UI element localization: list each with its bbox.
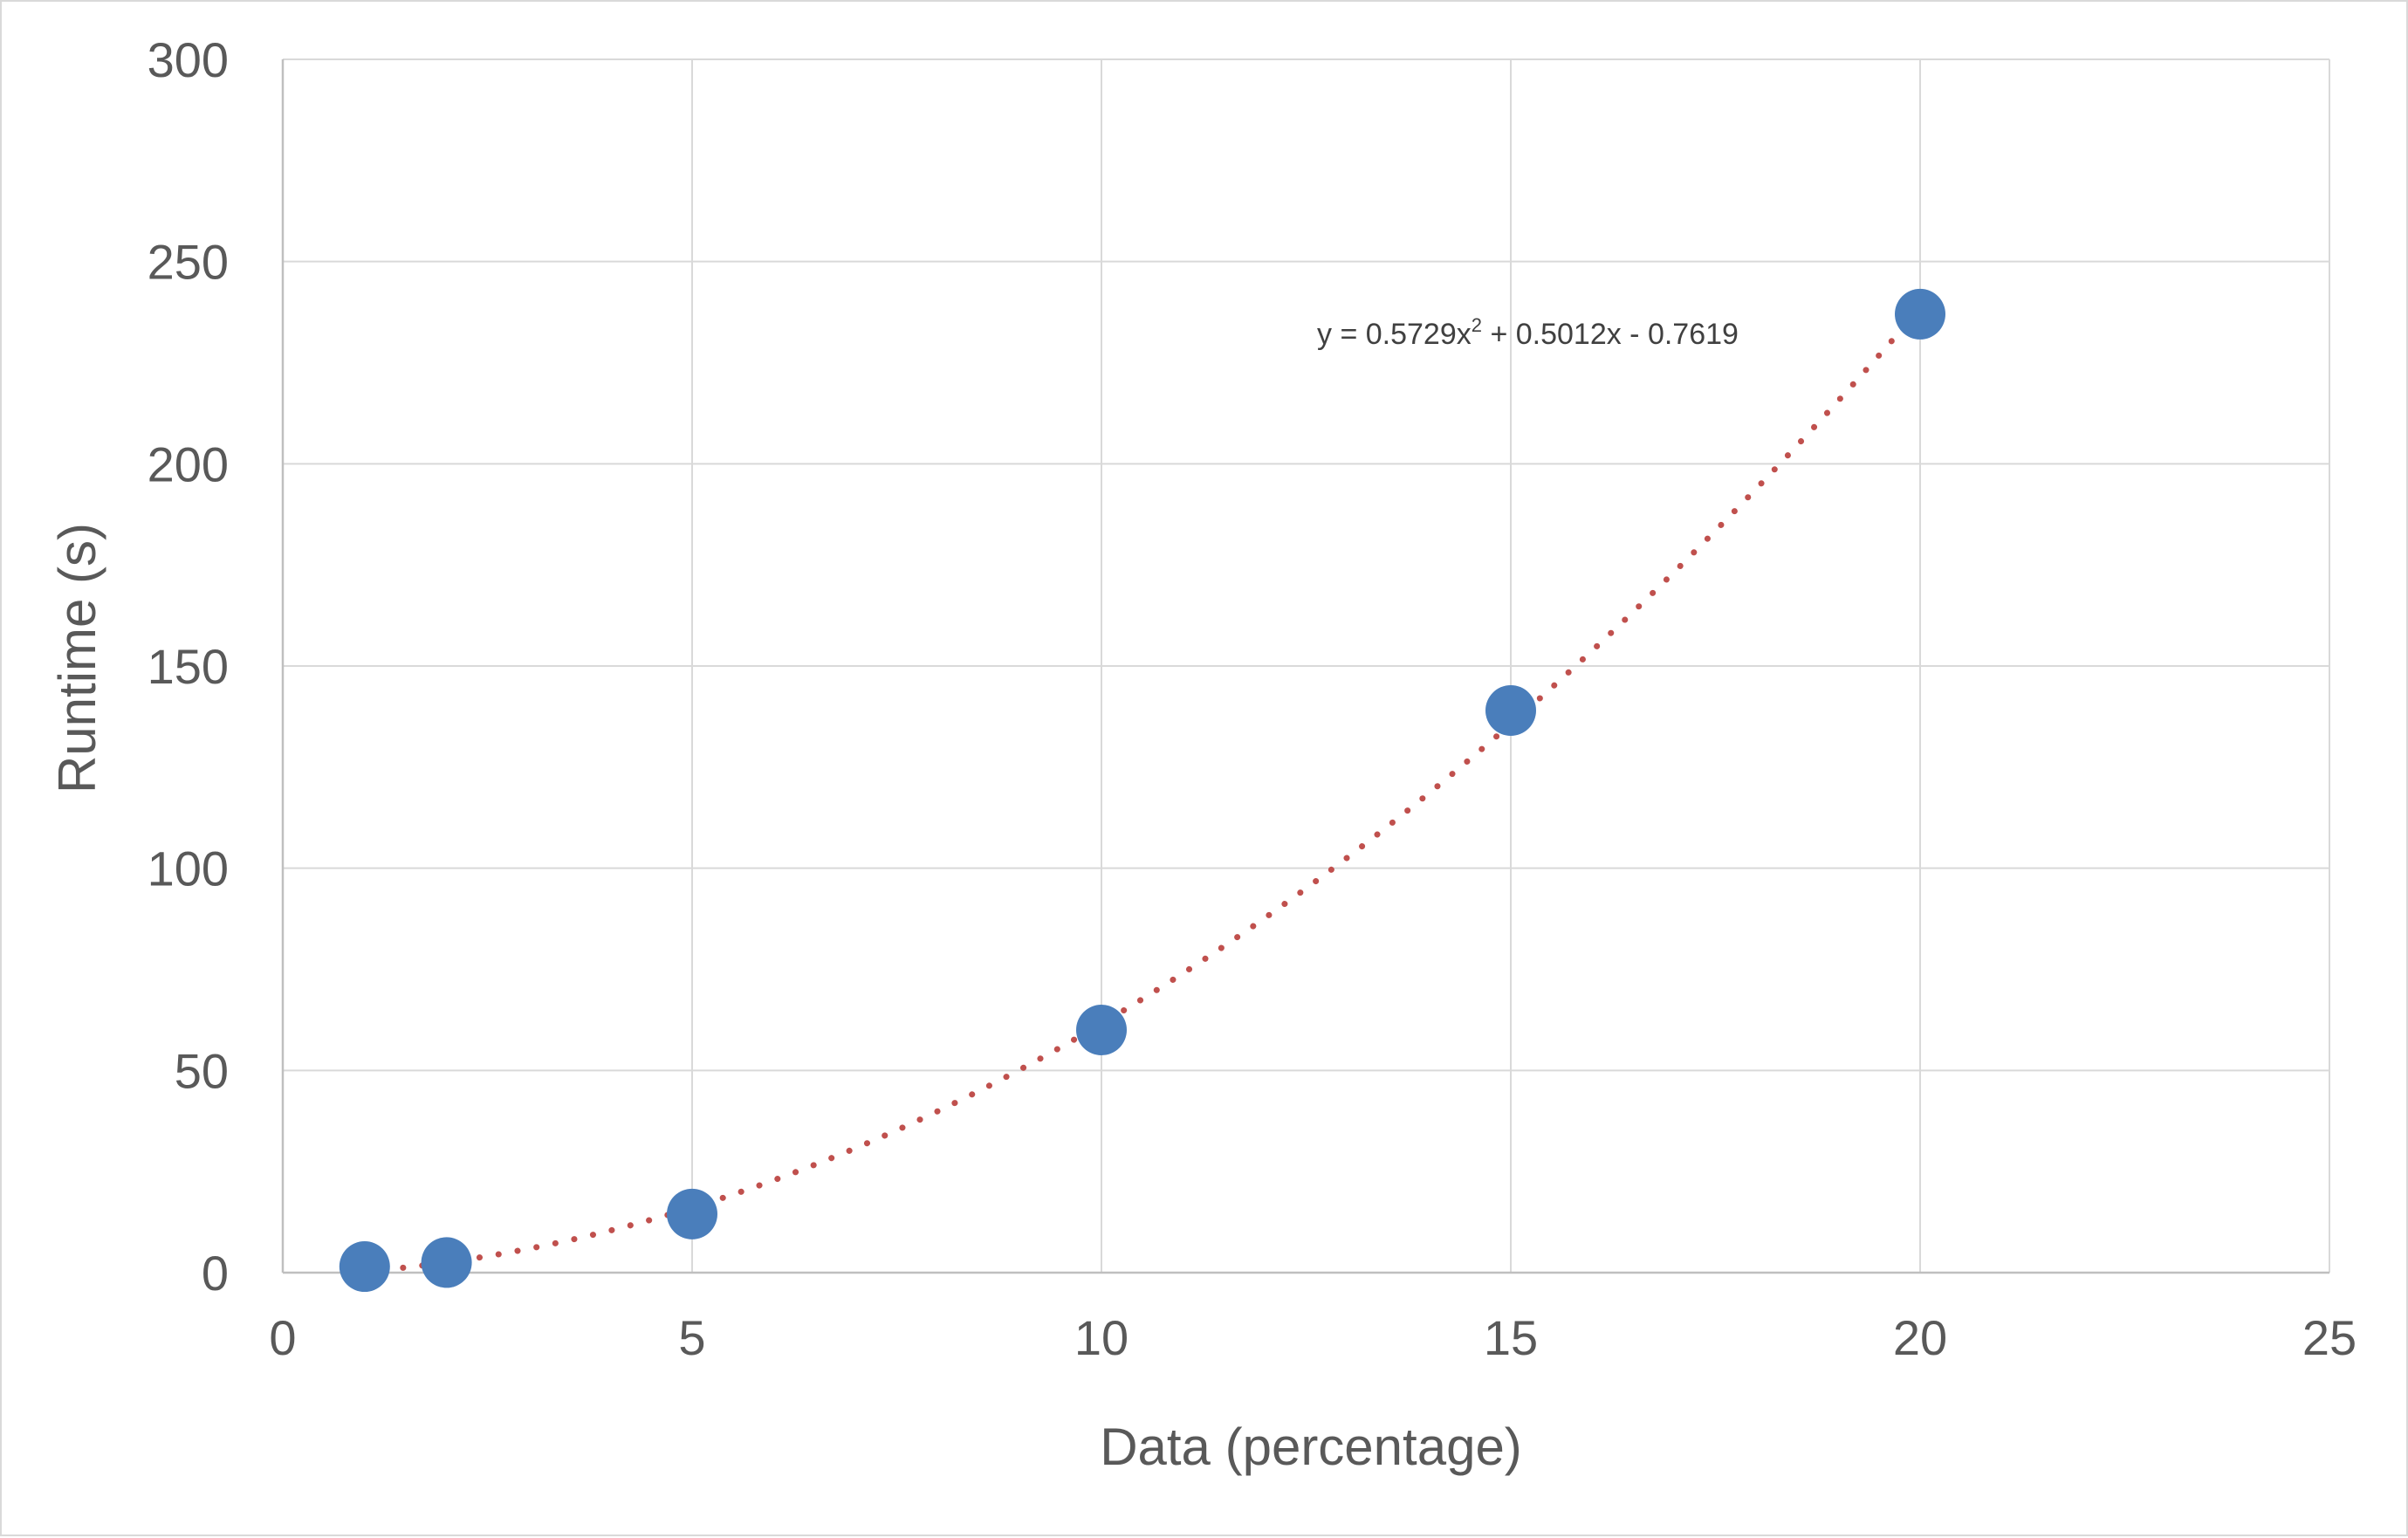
y-tick-label: 150 [147, 639, 229, 694]
data-point [1895, 288, 1945, 340]
y-tick-label: 300 [147, 32, 229, 87]
x-tick-label: 0 [269, 1310, 296, 1365]
data-point [667, 1188, 717, 1239]
y-tick-label: 200 [147, 436, 229, 491]
x-tick-label: 5 [678, 1310, 705, 1365]
trendline-equation: y = 0.5729x2 + 0.5012x - 0.7619 [1317, 314, 1739, 351]
y-tick-label: 0 [202, 1246, 229, 1301]
equation-rhs: + 0.5012x - 0.7619 [1482, 318, 1739, 351]
x-tick-label: 20 [1893, 1310, 1947, 1365]
equation-lhs: y = 0.5729x [1317, 318, 1472, 351]
y-axis-title: Runtime (s) [48, 523, 106, 793]
data-point [1076, 1005, 1127, 1055]
x-tick-label: 15 [1484, 1310, 1538, 1365]
x-tick-label: 25 [2302, 1310, 2357, 1365]
y-tick-label: 250 [147, 235, 229, 290]
data-points [339, 288, 1945, 1293]
data-point [1485, 684, 1536, 736]
tick-labels: 0 50 100 150 200 250 300 0 5 10 15 20 25 [147, 32, 2357, 1365]
axes [281, 59, 2329, 1274]
trendline-path [361, 305, 1924, 1275]
y-tick-label: 50 [175, 1043, 229, 1098]
data-point [339, 1241, 390, 1293]
equation-exponent: 2 [1472, 314, 1482, 336]
data-point [421, 1237, 472, 1288]
trendline [361, 305, 1924, 1275]
x-tick-label: 10 [1074, 1310, 1129, 1365]
gridlines [283, 58, 2330, 1273]
y-tick-label: 100 [147, 841, 229, 896]
x-axis-title: Data (percentage) [1100, 1418, 1522, 1476]
